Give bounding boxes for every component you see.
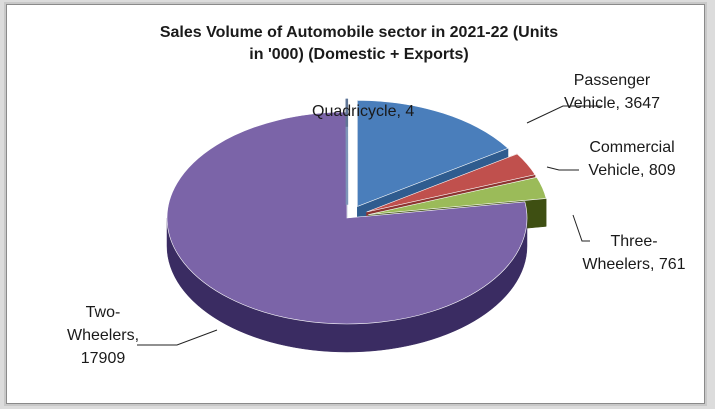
data-labels: Passenger Vehicle, 3647 Commercial Vehicle,… <box>67 72 686 367</box>
slice-label-3-line-1: Wheelers, <box>67 327 139 344</box>
leader-line-3 <box>137 329 218 346</box>
pie-slice-1 <box>366 153 536 213</box>
pie-chart: Sales Volume of Automobile sector in 202… <box>67 24 686 367</box>
slice-label-2-line-1: Wheelers, 761 <box>582 256 685 273</box>
slice-label-2-line-0: Three- <box>610 233 657 250</box>
pie-slice-2 <box>368 176 547 215</box>
slice-label-3-line-0: Two- <box>86 304 121 321</box>
pie-slice-3 <box>166 111 528 325</box>
chart-title-line-1: Sales Volume of Automobile sector in 202… <box>160 24 558 41</box>
leader-line-1 <box>546 166 579 171</box>
leader-line-0 <box>526 105 601 124</box>
slice-label-0-line-0: Passenger <box>574 72 651 89</box>
slice-label-1-line-0: Commercial <box>589 139 674 156</box>
pie-slice-0 <box>357 100 509 207</box>
slice-label-3-line-2: 17909 <box>81 350 126 367</box>
slice-label-0-line-1: Vehicle, 3647 <box>564 95 660 112</box>
chart-frame: Sales Volume of Automobile sector in 202… <box>6 4 705 404</box>
chart-title-line-2: in '000) (Domestic + Exports) <box>249 46 468 63</box>
slice-label-4-line-0: Quadricycle, 4 <box>312 103 414 120</box>
pie-slices <box>166 98 547 353</box>
slice-label-1-line-1: Vehicle, 809 <box>588 162 675 179</box>
leader-line-2 <box>572 214 590 242</box>
